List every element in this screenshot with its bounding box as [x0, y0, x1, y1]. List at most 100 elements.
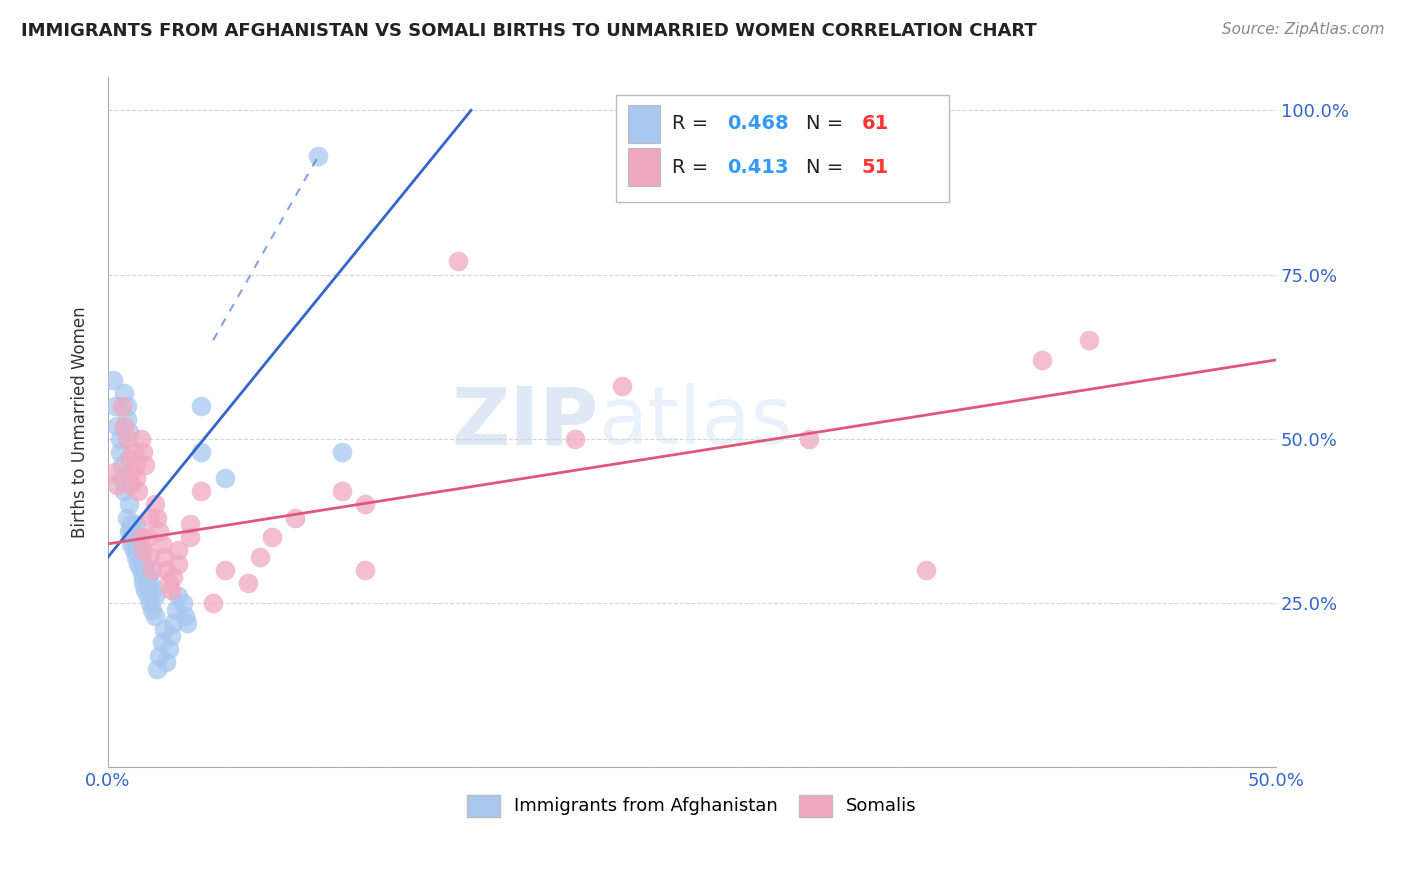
Point	[141, 602, 163, 616]
Point	[167, 590, 190, 604]
Point	[132, 543, 155, 558]
Point	[157, 576, 180, 591]
Point	[129, 432, 152, 446]
Legend: Immigrants from Afghanistan, Somalis: Immigrants from Afghanistan, Somalis	[460, 788, 924, 824]
Point	[134, 582, 156, 597]
Text: IMMIGRANTS FROM AFGHANISTAN VS SOMALI BIRTHS TO UNMARRIED WOMEN CORRELATION CHAR: IMMIGRANTS FROM AFGHANISTAN VS SOMALI BI…	[21, 22, 1036, 40]
Point	[132, 570, 155, 584]
Point	[155, 563, 177, 577]
Point	[111, 471, 134, 485]
Point	[127, 543, 149, 558]
Point	[112, 385, 135, 400]
Point	[167, 557, 190, 571]
Point	[104, 465, 127, 479]
Point	[104, 399, 127, 413]
Point	[129, 530, 152, 544]
Point	[111, 458, 134, 472]
Point	[1078, 333, 1101, 347]
Point	[118, 524, 141, 538]
Point	[797, 432, 820, 446]
Point	[179, 530, 201, 544]
Point	[284, 510, 307, 524]
Point	[120, 537, 142, 551]
Point	[307, 149, 329, 163]
Point	[125, 537, 148, 551]
Point	[179, 517, 201, 532]
Point	[125, 517, 148, 532]
Point	[125, 471, 148, 485]
Point	[143, 590, 166, 604]
Point	[146, 662, 169, 676]
Point	[190, 399, 212, 413]
Point	[115, 432, 138, 446]
Point	[155, 655, 177, 669]
Point	[176, 615, 198, 630]
Point	[120, 477, 142, 491]
Point	[111, 399, 134, 413]
Point	[146, 510, 169, 524]
Text: 51: 51	[862, 158, 889, 177]
Point	[354, 563, 377, 577]
Point	[162, 570, 184, 584]
Point	[157, 642, 180, 657]
Point	[127, 484, 149, 499]
Point	[160, 582, 183, 597]
Point	[115, 412, 138, 426]
Point	[101, 373, 124, 387]
Point	[143, 498, 166, 512]
Text: ZIP: ZIP	[451, 384, 599, 461]
Point	[1031, 353, 1053, 368]
Point	[105, 477, 128, 491]
Point	[108, 445, 131, 459]
Point	[172, 596, 194, 610]
Point	[260, 530, 283, 544]
Text: Source: ZipAtlas.com: Source: ZipAtlas.com	[1222, 22, 1385, 37]
Point	[214, 471, 236, 485]
Point	[120, 465, 142, 479]
Point	[136, 570, 159, 584]
Point	[112, 484, 135, 499]
Point	[108, 432, 131, 446]
Bar	[627, 104, 661, 143]
Point	[125, 549, 148, 564]
Point	[141, 563, 163, 577]
Point	[139, 549, 162, 564]
Point	[139, 576, 162, 591]
Point	[610, 379, 633, 393]
Point	[122, 524, 145, 538]
Point	[153, 549, 176, 564]
Point	[153, 622, 176, 636]
Bar	[627, 148, 661, 186]
Point	[330, 484, 353, 499]
Point	[136, 590, 159, 604]
Point	[160, 629, 183, 643]
Text: N =: N =	[807, 114, 851, 133]
Point	[105, 418, 128, 433]
Point	[118, 451, 141, 466]
Point	[127, 530, 149, 544]
Point	[132, 557, 155, 571]
FancyBboxPatch shape	[616, 95, 949, 202]
Point	[150, 537, 173, 551]
Text: 61: 61	[862, 114, 889, 133]
Point	[190, 445, 212, 459]
Point	[174, 609, 197, 624]
Point	[112, 418, 135, 433]
Point	[122, 543, 145, 558]
Point	[118, 498, 141, 512]
Point	[120, 524, 142, 538]
Text: 0.468: 0.468	[727, 114, 789, 133]
Point	[148, 648, 170, 663]
Point	[115, 399, 138, 413]
Point	[134, 563, 156, 577]
Point	[236, 576, 259, 591]
Point	[190, 484, 212, 499]
Point	[127, 557, 149, 571]
Point	[132, 445, 155, 459]
Point	[354, 498, 377, 512]
Point	[141, 582, 163, 597]
Y-axis label: Births to Unmarried Women: Births to Unmarried Women	[72, 307, 89, 538]
Text: 0.413: 0.413	[727, 158, 789, 177]
Point	[136, 530, 159, 544]
Point	[202, 596, 225, 610]
